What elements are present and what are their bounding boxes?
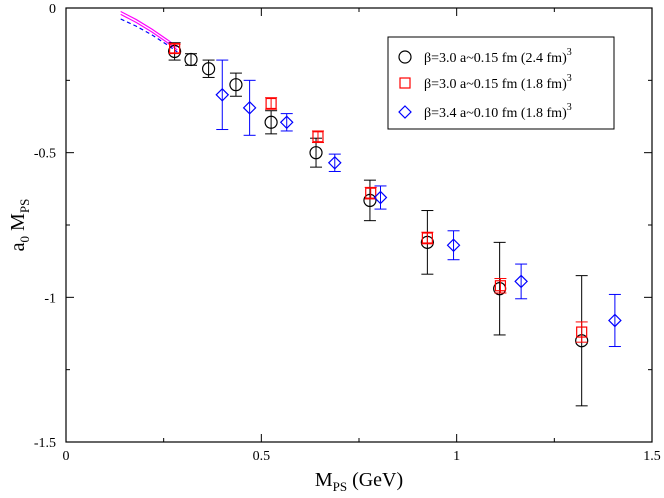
data-point-square	[265, 97, 277, 110]
data-point-diamond	[215, 87, 230, 102]
legend-marker-diamond	[398, 105, 412, 119]
x-tick-label: 1	[453, 449, 460, 464]
y-tick-label: -1	[44, 291, 56, 306]
data-point-square	[494, 280, 507, 292]
data-point-diamond	[514, 274, 528, 289]
data-point-diamond	[327, 155, 342, 170]
legend-label-2-sup: 3	[567, 73, 572, 84]
data-point-square	[365, 187, 377, 199]
x-tick-label: 1.5	[643, 449, 661, 464]
data-point-circle	[264, 115, 278, 129]
x-axis-label-main: M	[315, 469, 333, 491]
series-2	[168, 42, 588, 343]
data-point-circle	[201, 62, 216, 76]
theory-curves	[120, 10, 178, 53]
x-axis-label-suffix: (GeV)	[347, 469, 403, 491]
legend-marker-square	[399, 77, 411, 89]
legend-label-1: β=3.0 a~0.15 fm (2.4 fm)3	[424, 47, 572, 66]
series-3	[215, 59, 622, 348]
data-point-square	[312, 131, 324, 143]
data-point-diamond	[242, 100, 257, 115]
y-axis-label: a0 MPS	[7, 199, 32, 252]
data-point-circle	[184, 52, 198, 67]
curve-magenta-solid-upper	[120, 10, 178, 48]
data-point-circle	[363, 193, 377, 208]
curve-magenta-solid-lower	[120, 13, 178, 51]
data-point-circle	[229, 78, 243, 92]
legend-label-1-sup: 3	[567, 47, 572, 58]
data-points	[168, 42, 622, 407]
data-point-square	[421, 232, 433, 244]
y-axis-label-sub: PS	[17, 199, 32, 213]
data-point-circle	[309, 146, 323, 160]
y-axis-label-presub: 0	[17, 236, 32, 243]
legend-label-3: β=3.4 a~0.10 fm (1.8 fm)3	[424, 102, 572, 121]
legend-label-1-text: β=3.0 a~0.15 fm (2.4 fm)	[424, 51, 567, 66]
y-tick-label: -0.5	[34, 147, 56, 162]
data-point-square	[576, 326, 588, 338]
y-axis-label-main: M	[7, 213, 29, 236]
legend-box	[387, 36, 615, 130]
legend-marker-circle	[398, 50, 412, 64]
data-point-diamond	[373, 190, 388, 205]
curve-blue-dashed	[120, 18, 178, 53]
y-tick-label: 0	[49, 2, 56, 17]
y-axis-label-pre: a	[7, 242, 29, 251]
data-point-diamond	[279, 115, 294, 130]
x-axis-label-sub: PS	[333, 479, 347, 494]
x-axis-label: MPS (GeV)	[315, 469, 403, 494]
legend-label-2: β=3.0 a~0.15 fm (1.8 fm)3	[424, 73, 572, 92]
y-tick-label: -1.5	[34, 436, 56, 451]
data-point-diamond	[608, 313, 622, 328]
legend: β=3.0 a~0.15 fm (2.4 fm)3 β=3.0 a~0.15 f…	[387, 36, 615, 130]
x-tick-label: 0.5	[253, 449, 271, 464]
legend-label-3-sup: 3	[567, 102, 572, 113]
data-point-square	[169, 42, 181, 55]
x-tick-label: 0	[63, 449, 70, 464]
data-point-diamond	[446, 238, 461, 253]
legend-label-2-text: β=3.0 a~0.15 fm (1.8 fm)	[424, 77, 567, 92]
legend-label-3-text: β=3.4 a~0.10 fm (1.8 fm)	[424, 106, 567, 121]
tick-group: 0 0.5 1 1.5 0 -0.5 -1 -1.5	[34, 2, 661, 464]
